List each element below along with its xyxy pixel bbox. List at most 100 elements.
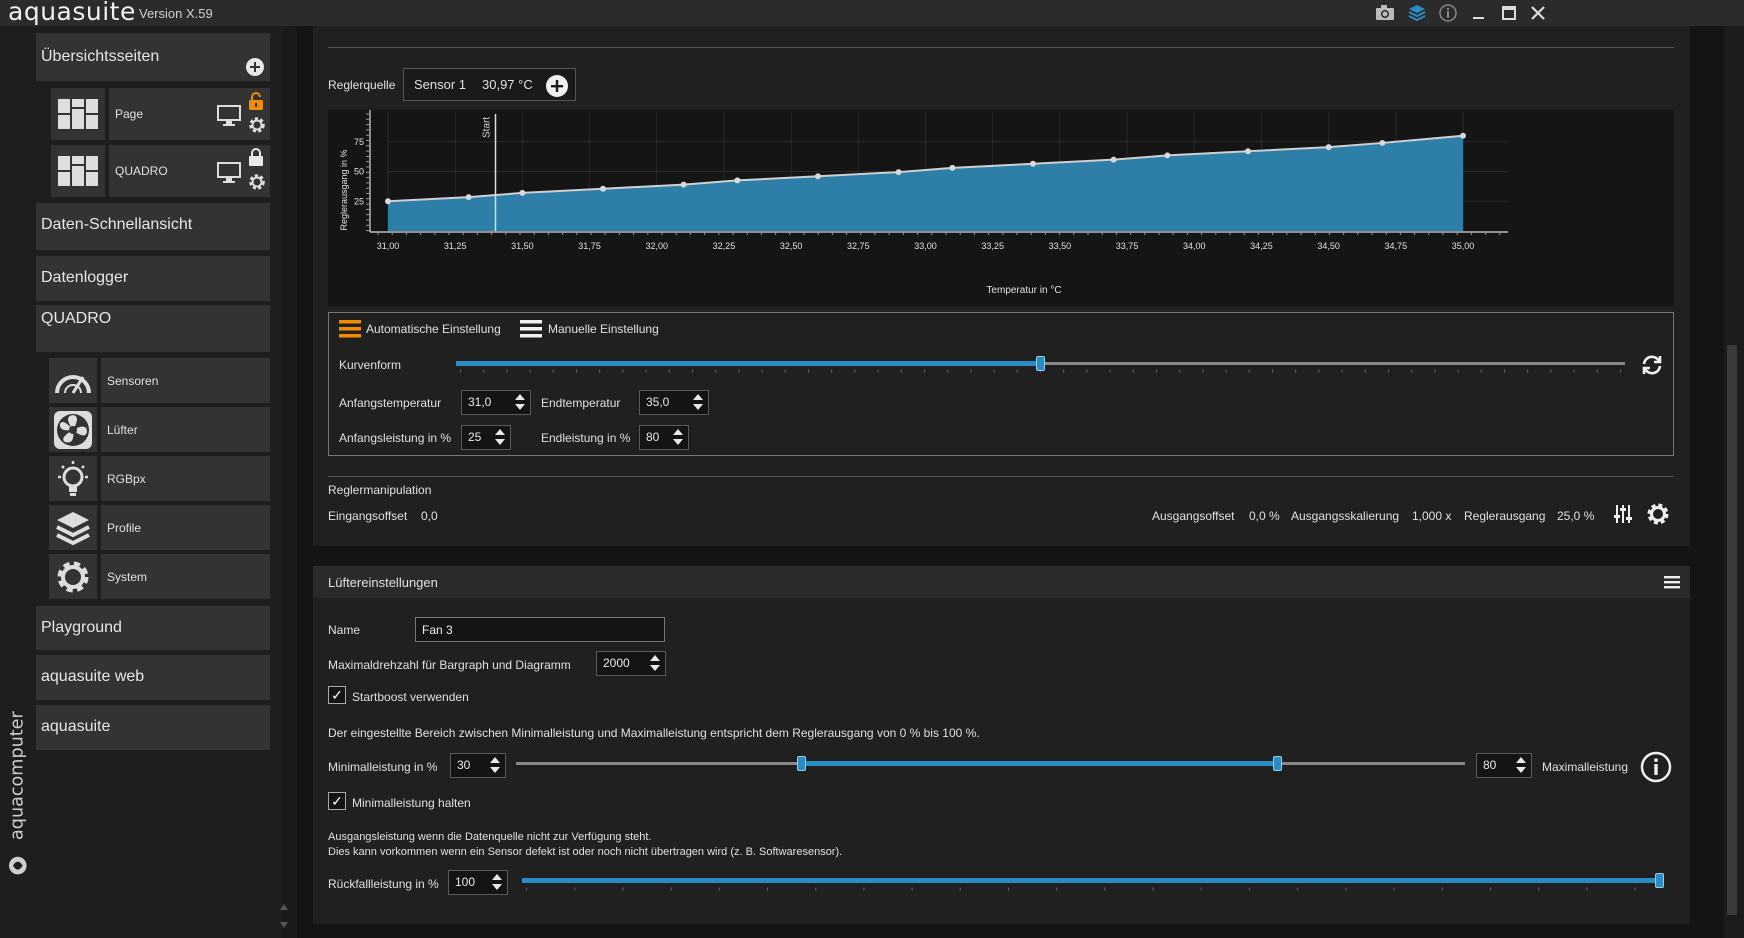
curve-shape-slider[interactable]	[456, 353, 1625, 377]
page-item-page[interactable]: Page	[109, 88, 270, 140]
chart-point	[815, 173, 821, 180]
nav-device-quadro[interactable]: QUADRO	[36, 305, 270, 352]
add-page-icon[interactable]	[245, 57, 265, 77]
fallback-info-line2: Dies kann vorkommen wenn ein Sensor defe…	[328, 846, 843, 858]
min-max-range-slider[interactable]	[516, 752, 1465, 776]
fan-name-input[interactable]	[415, 617, 665, 642]
title-bar: aquasuite Version X.59	[0, 0, 1744, 26]
slider-thumb[interactable]	[1035, 356, 1045, 371]
spinner-arrows-icon[interactable]	[649, 652, 661, 675]
hamburger-icon[interactable]	[339, 319, 361, 339]
svg-text:aquacomputer: aquacomputer	[8, 711, 28, 840]
slider-ticks	[526, 887, 1660, 891]
chart-svg: Start 31,00 31,25 31,50 31,75 32,00 32,25 32,5…	[339, 110, 1508, 296]
page-item-page-icon[interactable]	[51, 88, 105, 140]
fallback-spinner[interactable]: 100	[448, 870, 508, 895]
spinner-arrows-icon[interactable]	[494, 426, 506, 449]
info-icon[interactable]	[1640, 751, 1672, 783]
mode-manual[interactable]: Manuelle Einstellung	[548, 322, 659, 336]
hold-min-checkbox[interactable]: ✓	[328, 792, 346, 810]
gear-icon[interactable]	[246, 114, 268, 136]
nav-aquasuite[interactable]: aquasuite	[36, 705, 270, 750]
max-thumb[interactable]	[1273, 756, 1282, 771]
controller-source-selector[interactable]: Sensor 1 30,97 °C	[403, 68, 576, 101]
spinner-arrows-icon[interactable]	[514, 391, 526, 414]
output-offset-label: Ausgangsoffset	[1152, 509, 1235, 523]
name-label: Name	[328, 623, 361, 637]
fan-settings-header: Lüftereinstellungen	[313, 566, 1690, 598]
sidebar-scroll-arrows[interactable]	[278, 902, 290, 932]
device-item-fans[interactable]: Lüfter	[101, 407, 270, 452]
overview-pages-header[interactable]: Übersichtsseiten	[36, 33, 270, 81]
device-item-system[interactable]: System	[101, 554, 270, 599]
page-item-quadro[interactable]: QUADRO	[109, 145, 270, 197]
fallback-label: Rückfallleistung in %	[328, 877, 439, 891]
spinner-arrows-icon[interactable]	[672, 426, 684, 449]
max-rpm-value: 2000	[603, 656, 630, 670]
slider-fill	[801, 761, 1277, 766]
lock-icon[interactable]	[247, 147, 265, 167]
slider-fill	[456, 361, 1041, 366]
device-item-sensors-icon[interactable]	[49, 358, 97, 403]
nav-quick-view[interactable]: Daten-Schnellansicht	[36, 203, 270, 250]
device-item-profiles-icon[interactable]	[49, 505, 97, 550]
spinner-arrows-icon[interactable]	[489, 754, 501, 777]
sidebar-scroll-strip[interactable]	[282, 26, 297, 938]
min-power-spinner[interactable]: 30	[450, 753, 506, 778]
layers-icon[interactable]	[1406, 3, 1428, 23]
curve-shape-label: Kurvenform	[339, 358, 402, 372]
device-item-rgbpx[interactable]: RGBpx	[101, 456, 270, 501]
end-temp-spinner[interactable]: 35,0	[639, 390, 709, 415]
min-thumb[interactable]	[797, 756, 806, 771]
max-rpm-spinner[interactable]: 2000	[596, 651, 666, 676]
unlocked-icon[interactable]	[247, 91, 265, 111]
device-item-profiles[interactable]: Profile	[101, 505, 270, 550]
gear-icon[interactable]	[1645, 501, 1671, 527]
menu-icon[interactable]	[1664, 576, 1680, 589]
nav-aquasuite-web[interactable]: aquasuite web	[36, 655, 270, 700]
add-source-icon[interactable]	[545, 74, 569, 98]
chart-x-tick-label: 33,00	[914, 241, 937, 251]
startboost-label[interactable]: Startboost verwenden	[352, 690, 469, 704]
fallback-slider[interactable]	[522, 869, 1664, 893]
chart-y-axis-label: Reglerausgang in %	[339, 149, 349, 230]
spinner-arrows-icon[interactable]	[692, 391, 704, 414]
gear-icon[interactable]	[246, 171, 268, 193]
main-scrollbar-thumb[interactable]	[1727, 345, 1737, 915]
page-item-label: Page	[115, 107, 144, 121]
chart-point	[680, 181, 687, 188]
spinner-arrows-icon[interactable]	[1515, 754, 1527, 777]
controller-chart[interactable]: Start 31,00 31,25 31,50 31,75 32,00 32,25 32,5…	[328, 110, 1674, 306]
device-item-fans-icon[interactable]	[49, 407, 97, 452]
startboost-checkbox[interactable]: ✓	[328, 686, 346, 704]
monitor-icon[interactable]	[217, 161, 241, 183]
close-icon[interactable]	[1527, 3, 1549, 23]
max-power-spinner[interactable]: 80	[1476, 753, 1532, 778]
nav-playground[interactable]: Playground	[36, 606, 270, 650]
chart-point	[1030, 160, 1036, 167]
device-item-sensors[interactable]: Sensoren	[101, 358, 270, 403]
sliders-icon[interactable]	[1612, 503, 1634, 525]
device-item-rgbpx-icon[interactable]	[49, 456, 97, 501]
chart-point	[1245, 148, 1251, 155]
hold-min-label[interactable]: Minimalleistung halten	[352, 796, 471, 810]
device-item-system-icon[interactable]	[49, 554, 97, 599]
divider	[328, 476, 1674, 477]
start-power-spinner[interactable]: 25	[461, 425, 511, 450]
start-temp-spinner[interactable]: 31,0	[461, 390, 531, 415]
end-power-spinner[interactable]: 80	[639, 425, 689, 450]
maximize-icon[interactable]	[1498, 3, 1520, 23]
manipulation-title: Reglermanipulation	[328, 483, 432, 497]
page-item-quadro-icon[interactable]	[51, 145, 105, 197]
mode-auto[interactable]: Automatische Einstellung	[366, 322, 501, 336]
refresh-icon[interactable]	[1640, 353, 1664, 377]
spinner-arrows-icon[interactable]	[491, 871, 503, 894]
minimize-icon[interactable]	[1468, 3, 1490, 23]
hamburger-icon[interactable]	[520, 319, 542, 339]
monitor-icon[interactable]	[217, 104, 241, 126]
info-icon[interactable]	[1437, 3, 1459, 23]
nav-datalogger[interactable]: Datenlogger	[36, 256, 270, 301]
slider-thumb[interactable]	[1655, 873, 1664, 888]
camera-icon[interactable]	[1374, 3, 1396, 23]
chart-point	[600, 185, 606, 192]
